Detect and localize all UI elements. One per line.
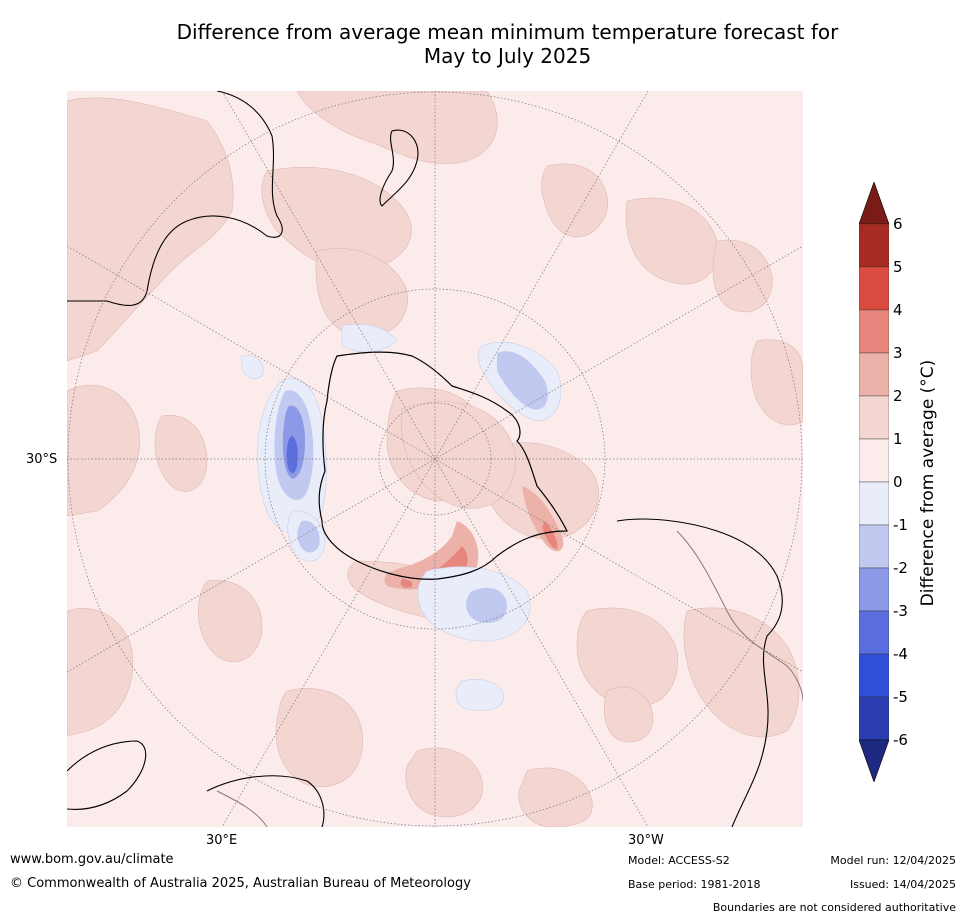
colorbar-extend-top: [859, 182, 889, 225]
colorbar-tick-label: -4: [893, 645, 908, 663]
lat-label-30s: 30°S: [26, 452, 58, 467]
colorbar-band: [859, 266, 889, 311]
colorbar-tick-label: 1: [893, 430, 903, 448]
colorbar-band: [859, 524, 889, 569]
footer-url[interactable]: www.bom.gov.au/climate: [10, 852, 174, 867]
graticule: [67, 91, 803, 827]
country-boundaries: [216, 530, 803, 827]
colorbar-extend-bottom: [859, 739, 889, 782]
colorbar-tick-label: -2: [893, 559, 908, 577]
colorbar-band: [859, 481, 889, 526]
colorbar-tick-label: 4: [893, 301, 903, 319]
polar-map-canvas: [67, 91, 803, 827]
colorbar-band: [859, 696, 889, 741]
polar-map: [67, 91, 803, 827]
colorbar-tick-label: 6: [893, 215, 903, 233]
colorbar-tick-label: -5: [893, 688, 908, 706]
footer-copyright: © Commonwealth of Australia 2025, Austra…: [10, 876, 471, 891]
colorbar-tick-label: -6: [893, 731, 908, 749]
colorbar-tick-label: 5: [893, 258, 903, 276]
colorbar-band: [859, 610, 889, 655]
colorbar-svg: [859, 182, 889, 782]
map-title-line1: Difference from average mean minimum tem…: [176, 20, 839, 44]
colorbar-band: [859, 395, 889, 440]
colorbar-tick-label: -1: [893, 516, 908, 534]
colorbar-band: [859, 438, 889, 483]
colorbar-band: [859, 309, 889, 354]
colorbar-band: [859, 653, 889, 698]
footer-issued: Issued: 14/04/2025: [849, 878, 956, 891]
lon-label-30w: 30°W: [628, 833, 664, 848]
colorbar-tick-label: -3: [893, 602, 908, 620]
colorbar-tick-label: 3: [893, 344, 903, 362]
continent-coastlines: [67, 91, 783, 827]
colorbar-tick-label: 2: [893, 387, 903, 405]
map-title-line2: May to July 2025: [423, 44, 592, 68]
colorbar-band: [859, 352, 889, 397]
antarctica-anomaly: [400, 401, 517, 509]
colorbar-label: Difference from average (°C): [918, 359, 938, 607]
footer-base-period: Base period: 1981-2018: [628, 878, 761, 891]
antarctica-coastline: [318, 351, 568, 580]
footer-model: Model: ACCESS-S2: [628, 854, 730, 867]
footer-disclaimer: Boundaries are not considered authoritat…: [712, 901, 956, 914]
colorbar-band: [859, 223, 889, 268]
colorbar-band: [859, 567, 889, 612]
colorbar: [859, 182, 889, 782]
anomaly-minus4-minus3-regions: [286, 436, 298, 474]
footer-model-run: Model run: 12/04/2025: [830, 854, 956, 867]
map-title: Difference from average mean minimum tem…: [0, 20, 965, 68]
lon-label-30e: 30°E: [206, 833, 238, 848]
colorbar-tick-label: 0: [893, 473, 903, 491]
